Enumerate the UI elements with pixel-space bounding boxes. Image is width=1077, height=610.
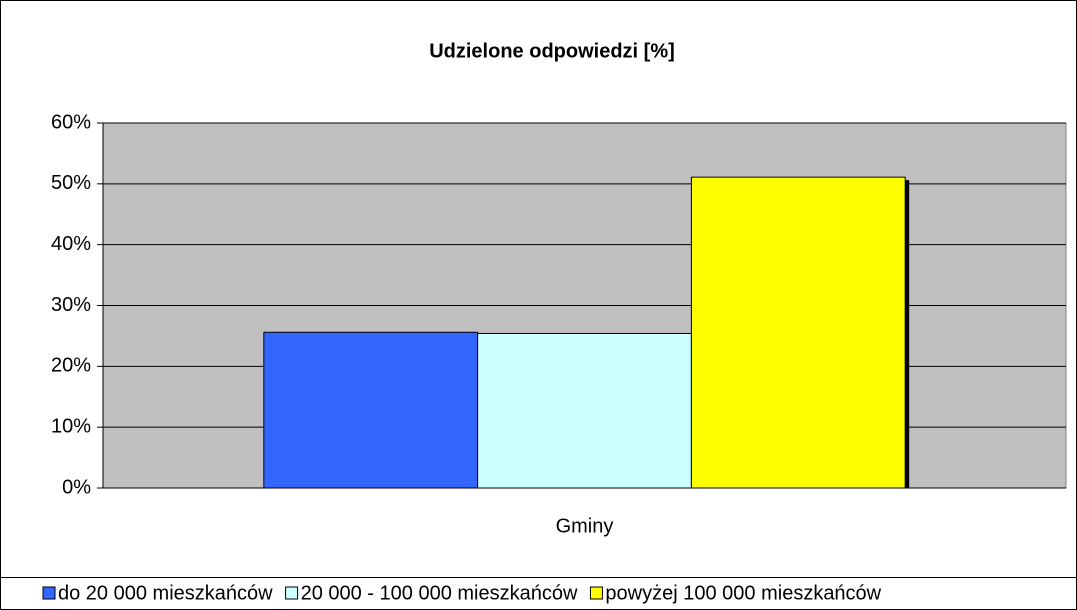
y-tick-label: 50% xyxy=(51,172,91,194)
y-tick-label: 0% xyxy=(62,476,91,498)
legend-label: powyżej 100 000 mieszkańców xyxy=(605,582,881,604)
bar xyxy=(263,331,479,489)
bar xyxy=(690,176,906,489)
bar xyxy=(477,332,692,489)
y-tick-label: 60% xyxy=(51,111,91,133)
legend-label: 20 000 - 100 000 mieszkańców xyxy=(301,582,578,604)
y-tick-label: 20% xyxy=(51,355,91,377)
y-tick-label: 10% xyxy=(51,415,91,437)
legend-swatch xyxy=(589,586,603,600)
legend-swatch xyxy=(42,586,56,600)
legend-label: do 20 000 mieszkańców xyxy=(58,582,273,604)
y-tick-label: 40% xyxy=(51,233,91,255)
legend-swatch xyxy=(285,586,299,600)
chart-title: Udzielone odpowiedzi [%] xyxy=(429,40,675,62)
y-tick-label: 30% xyxy=(51,294,91,316)
x-tick-label: Gminy xyxy=(556,515,614,537)
